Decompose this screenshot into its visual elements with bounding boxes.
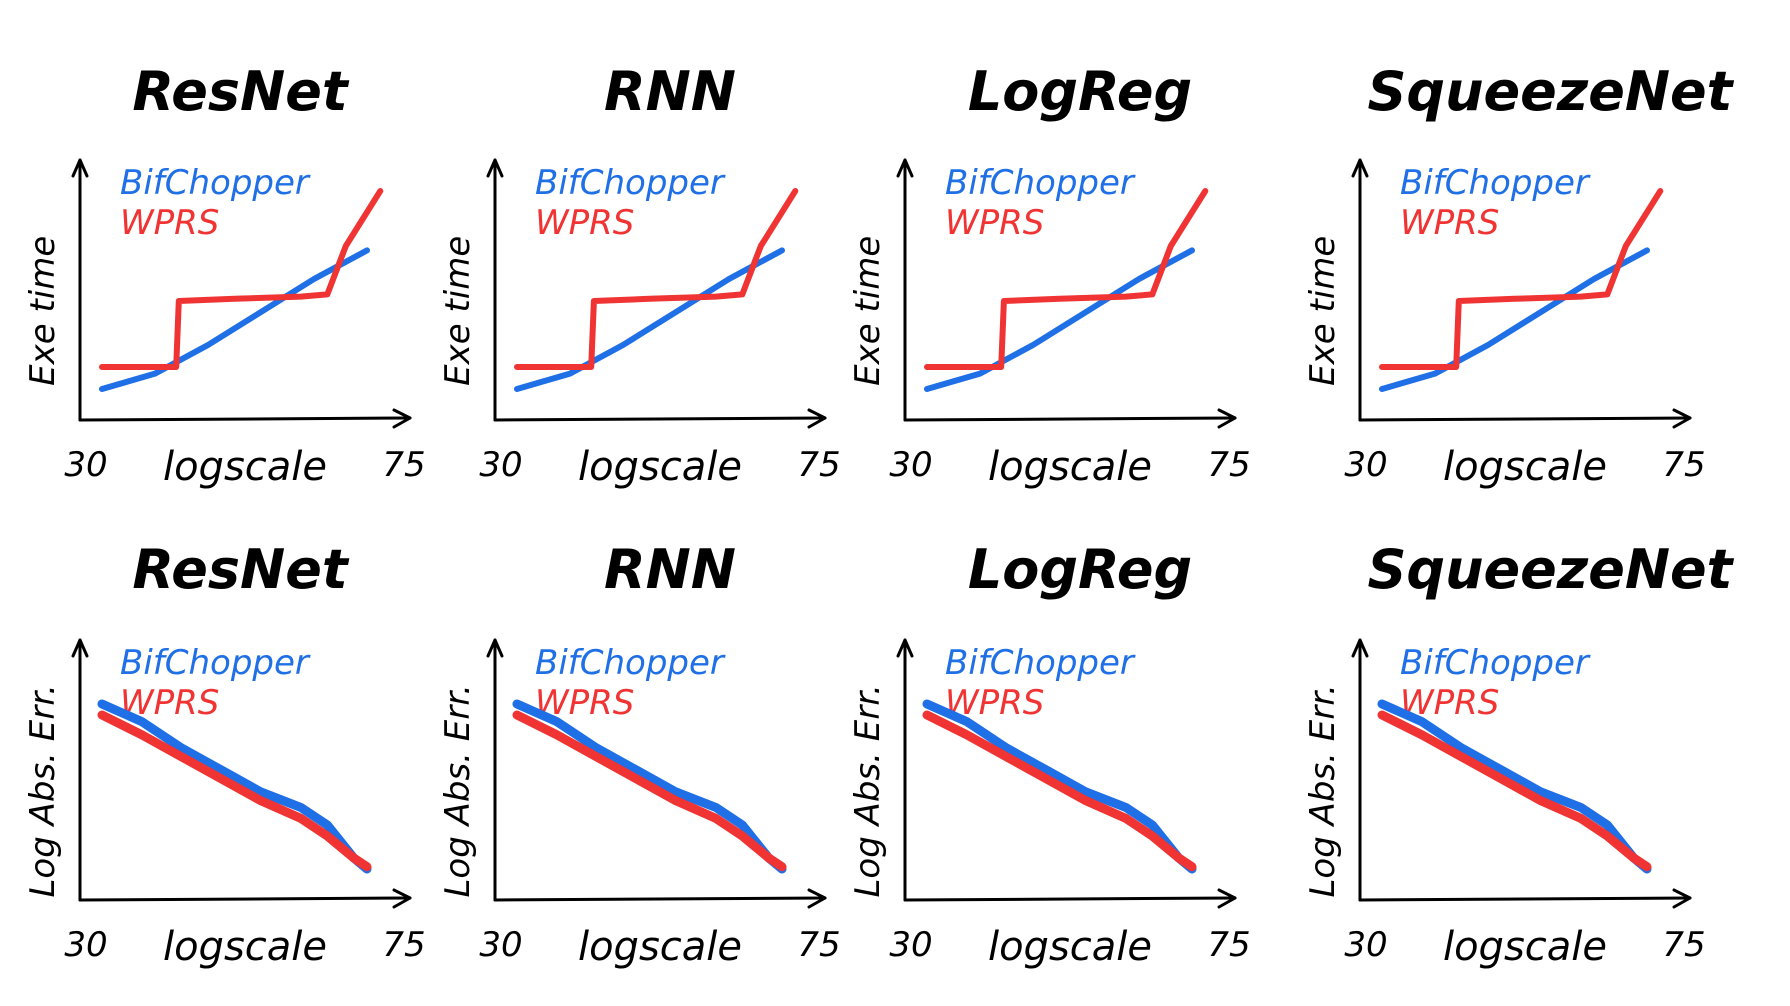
series-line-bifchopper [1379,247,1650,392]
x-axis [903,896,1237,902]
legend-bifchopper: BifChopper [945,163,1136,203]
x-tick-label: 30 [1344,445,1387,485]
x-tick-label: 30 [64,445,107,485]
legend-bifchopper: BifChopper [945,643,1136,683]
y-axis-label: Exe time [848,236,888,386]
legend-wprs: WPRS [120,203,219,243]
x-tick-label: 30 [479,445,522,485]
legend-wprs: WPRS [945,203,1044,243]
x-axis [903,416,1237,422]
x-axis-arrow [807,888,827,909]
legend-bifchopper: BifChopper [535,643,726,683]
series-line-bifchopper [514,247,785,392]
x-axis [1358,416,1692,422]
y-axis-arrow [896,158,914,178]
legend-bifchopper: BifChopper [1400,643,1591,683]
x-axis-label: logscale [1443,444,1607,490]
x-axis-arrow [1672,888,1692,909]
y-axis-arrow [1351,158,1369,178]
x-tick-label: 75 [797,925,840,965]
chart-title: LogReg [968,538,1192,601]
series-line-wprs [924,188,1209,370]
chart-panel-squeezenet-error: SqueezeNet Log Abs. Err.30 logscale 75 BifCh… [1303,538,1735,970]
series-line-wprs [1377,710,1652,872]
x-tick-label: 75 [382,445,425,485]
y-axis-label: Log Abs. Err. [438,684,478,897]
x-axis-label: logscale [163,444,327,490]
y-axis-label: Log Abs. Err. [1303,684,1343,897]
legend-bifchopper: BifChopper [120,163,311,203]
x-axis-arrow [1672,408,1692,429]
x-axis-label: logscale [163,924,327,970]
series-line-bifchopper [99,247,370,392]
legend-bifchopper: BifChopper [1400,163,1591,203]
series-line-wprs [512,710,787,872]
x-axis [493,416,827,422]
x-axis-label: logscale [578,924,742,970]
series-line-wprs [514,188,799,370]
y-axis-arrow [71,158,89,178]
x-axis-label: logscale [988,924,1152,970]
y-axis-label: Exe time [23,236,63,386]
y-axis-label: Exe time [1303,236,1343,386]
series-line-wprs [99,188,384,370]
series-line-wprs [1379,188,1664,370]
y-axis-label: Log Abs. Err. [23,684,63,897]
x-axis-arrow [392,888,412,909]
x-tick-label: 75 [797,445,840,485]
x-axis-arrow [392,408,412,429]
x-tick-label: 75 [1662,445,1705,485]
series-line-wprs [922,710,1197,872]
series-line-bifchopper [924,247,1195,392]
series-line-wprs [97,710,372,872]
x-tick-label: 30 [1344,925,1387,965]
x-axis-arrow [807,408,827,429]
chart-title: ResNet [132,60,349,123]
chart-title: LogReg [968,60,1192,123]
x-axis [78,416,412,422]
x-tick-label: 75 [382,925,425,965]
x-axis-arrow [1217,408,1237,429]
x-tick-label: 75 [1662,925,1705,965]
chart-title: ResNet [132,538,349,601]
x-axis [493,896,827,902]
y-axis-arrow [71,638,89,658]
chart-title: RNN [604,538,736,601]
x-axis [1358,896,1692,902]
legend-bifchopper: BifChopper [120,643,311,683]
chart-panel-resnet-error: ResNet Log Abs. Err.30 logscale 75 BifChoppe… [23,538,426,970]
chart-panel-logreg-error: LogReg Log Abs. Err.30 logscale 75 BifChoppe… [848,538,1251,970]
y-axis-label: Log Abs. Err. [848,684,888,897]
y-axis-arrow [486,158,504,178]
y-axis-arrow [896,638,914,658]
x-tick-label: 30 [64,925,107,965]
x-axis-label: logscale [578,444,742,490]
legend-wprs: WPRS [535,203,634,243]
x-axis-arrow [1217,888,1237,909]
x-tick-label: 75 [1207,925,1250,965]
x-tick-label: 30 [479,925,522,965]
x-axis-label: logscale [988,444,1152,490]
y-axis-arrow [486,638,504,658]
x-tick-label: 30 [889,925,932,965]
chart-panel-squeezenet-time: SqueezeNet Exe time 30 logscale 75 BifChopper… [1303,60,1735,490]
chart-title: SqueezeNet [1368,538,1735,601]
chart-title: RNN [604,60,736,123]
y-axis-arrow [1351,638,1369,658]
x-axis-label: logscale [1443,924,1607,970]
x-tick-label: 30 [889,445,932,485]
x-axis [78,896,412,902]
chart-title: SqueezeNet [1368,60,1735,123]
y-axis-label: Exe time [438,236,478,386]
legend-wprs: WPRS [1400,203,1499,243]
x-tick-label: 75 [1207,445,1250,485]
legend-bifchopper: BifChopper [535,163,726,203]
